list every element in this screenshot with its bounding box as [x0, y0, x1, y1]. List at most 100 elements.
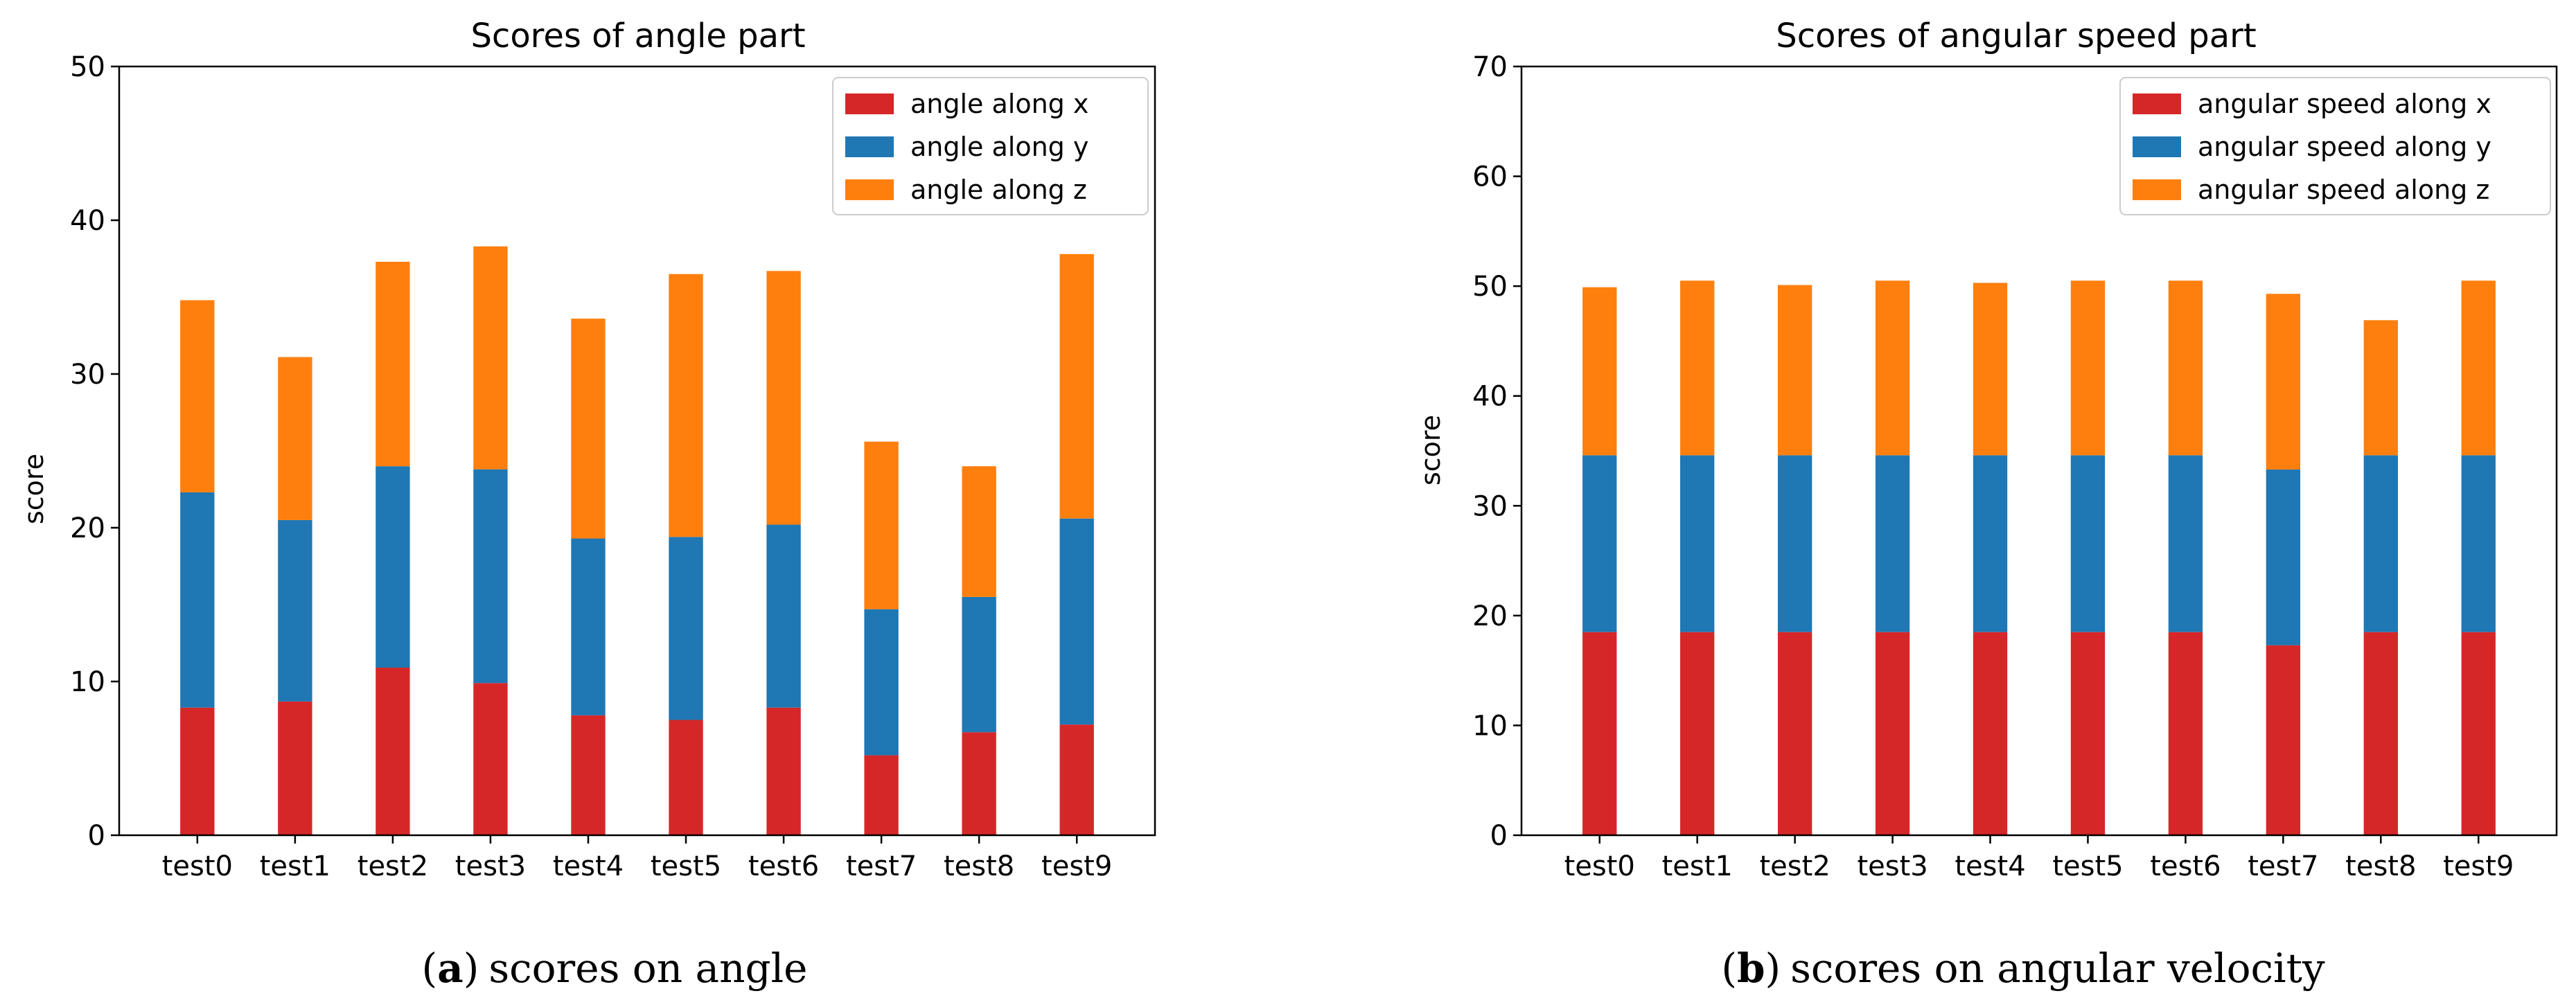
x-tick-label: test9 [2443, 850, 2514, 882]
y-tick-label: 10 [1472, 710, 1508, 742]
bar-test7-series-1 [2266, 469, 2301, 645]
bar-test8-series-0 [2363, 632, 2398, 835]
bar-test2-series-1 [1777, 455, 1812, 632]
bar-test2-series-1 [376, 466, 410, 668]
bar-test9-series-1 [1059, 518, 1094, 725]
legend-label-0: angle along x [910, 89, 1088, 119]
caption-label: a [437, 945, 464, 992]
x-tick-label: test3 [455, 850, 526, 882]
bar-test3-series-0 [1875, 632, 1910, 835]
legend-label-1: angle along y [910, 132, 1088, 162]
x-tick-label: test2 [1760, 850, 1830, 882]
y-tick-label: 40 [1472, 381, 1508, 413]
y-tick-label: 20 [1472, 600, 1508, 632]
bar-test5-series-1 [2070, 455, 2106, 632]
bar-test9-series-2 [1059, 253, 1094, 519]
bar-test4-series-2 [571, 319, 606, 539]
legend-swatch-0 [2133, 93, 2181, 114]
bar-test5-series-2 [669, 274, 703, 537]
legend-label-2: angle along z [910, 175, 1087, 205]
y-tick-label: 40 [70, 205, 105, 237]
bar-test1-series-1 [278, 519, 312, 702]
bar-test0-series-1 [180, 492, 215, 708]
bar-test8-series-2 [962, 466, 996, 597]
bar-test4-series-1 [571, 538, 606, 715]
bar-test6-series-1 [766, 524, 801, 708]
legend: angular speed along x angular speed along… [2119, 77, 2551, 215]
y-tick-label: 30 [70, 359, 105, 391]
bar-test4-series-0 [1973, 632, 2008, 835]
legend-label-2: angular speed along z [2198, 175, 2489, 205]
x-tick-label: test8 [2345, 850, 2416, 882]
x-tick-label: test5 [651, 850, 721, 882]
bar-test7-series-0 [2266, 645, 2301, 835]
bar-test5-series-0 [669, 720, 703, 835]
x-tick-label: test1 [260, 850, 330, 882]
bar-test7-series-2 [864, 441, 899, 609]
chart-angular-speed: Scores of angular speed part score 0 10 20… [1415, 17, 2558, 992]
bar-test7-series-1 [864, 609, 899, 756]
bar-test2-series-2 [1777, 285, 1812, 456]
x-tick-label: test7 [2248, 850, 2318, 882]
bar-test0-series-0 [180, 707, 215, 835]
bar-test8-series-2 [2363, 320, 2398, 456]
x-tick-label: test5 [2052, 850, 2123, 882]
legend-swatch-1 [2133, 136, 2181, 157]
x-tick-label: test9 [1041, 850, 1112, 882]
chart-angle: Scores of angle part score 0 10 20 30 40 50 te… [19, 17, 1156, 992]
axes-group: 0 10 20 30 40 50 60 70 test0 test1 test2 test3 test4… [1472, 51, 2558, 882]
bar-test3-series-0 [473, 683, 508, 835]
bar-test1-series-0 [1680, 632, 1715, 835]
chart-title: Scores of angular speed part [1776, 17, 2256, 55]
y-tick-label: 0 [1490, 820, 1508, 852]
bar-test6-series-2 [2168, 280, 2203, 456]
bar-test4-series-1 [1973, 455, 2008, 632]
x-tick-label: test6 [2150, 850, 2221, 882]
bars-group [1582, 280, 2496, 835]
bars-group [180, 246, 1094, 835]
y-tick-label: 30 [1472, 490, 1508, 522]
y-axis-label: score [19, 454, 49, 524]
x-tick-label: test8 [944, 850, 1014, 882]
bar-test1-series-2 [278, 357, 312, 520]
bar-test3-series-2 [473, 246, 508, 470]
y-axis-label: score [1415, 415, 1446, 485]
bar-test3-series-1 [1875, 455, 1910, 632]
y-tick-label: 50 [1472, 271, 1508, 303]
x-tick-label: test0 [162, 850, 233, 882]
bar-test9-series-0 [2461, 632, 2496, 835]
bar-test6-series-0 [766, 707, 801, 835]
x-tick-label: test0 [1564, 850, 1635, 882]
legend-swatch-1 [845, 136, 894, 157]
y-tick-label: 0 [88, 820, 105, 852]
legend-label-0: angular speed along x [2198, 89, 2491, 119]
x-tick-label: test7 [846, 850, 917, 882]
x-tick-label: test6 [748, 850, 819, 882]
bar-test9-series-0 [1059, 724, 1094, 835]
bar-test9-series-2 [2461, 280, 2496, 456]
bar-test2-series-2 [376, 261, 410, 467]
axes-frame [1520, 65, 2558, 837]
bar-test1-series-0 [278, 701, 312, 835]
caption-text: scores on angle [488, 945, 807, 992]
legend-box [2119, 77, 2551, 215]
caption-text: scores on angular velocity [1790, 945, 2325, 992]
bar-test5-series-2 [2070, 280, 2106, 456]
bar-test6-series-2 [766, 271, 801, 525]
bar-test4-series-2 [1973, 283, 2008, 456]
bar-test9-series-1 [2461, 455, 2496, 632]
bar-test4-series-0 [571, 715, 606, 835]
bar-test8-series-0 [962, 732, 996, 835]
bar-test2-series-0 [376, 668, 410, 835]
bar-test7-series-0 [864, 755, 899, 835]
y-tick-label: 10 [70, 666, 105, 698]
x-tick-label: test3 [1857, 850, 1927, 882]
legend: angle along x angle along y angle along z [832, 77, 1149, 215]
caption: (a) scores on angle [422, 945, 808, 992]
y-tick-label: 20 [70, 513, 105, 544]
legend-swatch-2 [845, 179, 894, 200]
bar-test0-series-1 [1582, 455, 1617, 632]
bar-test3-series-1 [473, 469, 508, 684]
y-tick-label: 60 [1472, 161, 1508, 193]
